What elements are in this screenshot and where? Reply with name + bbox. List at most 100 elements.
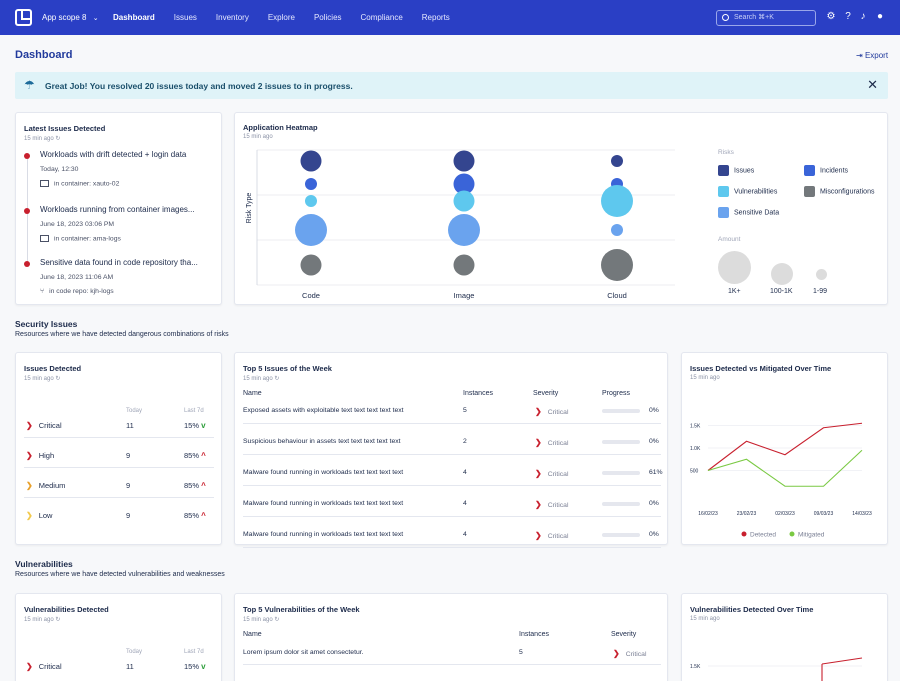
amount-label: Amount xyxy=(718,236,741,243)
nav-issues[interactable]: Issues xyxy=(173,13,197,22)
col-today: Today xyxy=(126,408,143,414)
timeline-line xyxy=(27,159,28,209)
section-subtitle-vulnerabilities: Resources where we have detected vulnera… xyxy=(15,571,225,578)
issue-date: June 18, 2023 03:06 PM xyxy=(40,221,115,228)
legend-dot-mitigated xyxy=(789,531,795,537)
vulnerabilities-icon xyxy=(718,186,729,197)
heatmap-bubble[interactable] xyxy=(611,224,623,236)
progress-bar xyxy=(602,440,640,444)
legend-issues[interactable]: Issues xyxy=(718,165,754,176)
severity-chevron-icon: ❯ xyxy=(26,451,33,460)
divider xyxy=(243,664,661,665)
export-button[interactable]: ⇥ Export xyxy=(856,51,888,60)
help-icon[interactable]: ? xyxy=(845,11,851,22)
search-input[interactable]: Search ⌘+K xyxy=(716,10,816,26)
heatmap-bubble[interactable] xyxy=(611,155,623,167)
severity-label: ❯ Critical xyxy=(26,662,62,671)
col-last7d: Last 7d xyxy=(184,649,204,655)
updated-ago: 15 min ago ↻ xyxy=(24,376,61,382)
heatmap-bubble[interactable] xyxy=(601,185,633,217)
heatmap-bubble[interactable] xyxy=(305,195,317,207)
detected-vs-mitigated-card: Issues Detected vs Mitigated Over Time 1… xyxy=(681,352,888,545)
user-icon[interactable]: ● xyxy=(876,11,884,22)
issue-name[interactable]: Exposed assets with exploitable text tex… xyxy=(243,407,404,414)
severity-chevron-icon: ❯ xyxy=(535,407,542,416)
nav-explore[interactable]: Explore xyxy=(267,13,295,22)
bell-icon[interactable]: ♪ xyxy=(860,11,866,22)
legend-misconfigurations[interactable]: Misconfigurations xyxy=(804,186,874,197)
code-branch-icon: ⑂ xyxy=(40,288,45,295)
severity-last7d: 85% ^ xyxy=(184,451,206,460)
vuln-instances: 5 xyxy=(519,649,523,656)
heatmap-bubble[interactable] xyxy=(453,190,475,212)
page-title: Dashboard xyxy=(15,49,73,61)
detected-vs-mitigated-chart: 1.5K 1.0K 500 16/02/23 23/02/23 02/03/23 09/03… xyxy=(690,422,872,539)
issue-name[interactable]: Malware found running in workloads text … xyxy=(243,469,404,476)
series-line xyxy=(821,657,863,665)
issue-name[interactable]: Suspicious behaviour in assets text text… xyxy=(243,438,401,445)
vulns-over-time-card: Vulnerabilities Detected Over Time 15 mi… xyxy=(681,593,888,681)
vulns-detected-card: Vulnerabilities Detected 15 min ago ↻ To… xyxy=(15,593,222,681)
issue-date: June 18, 2023 11:06 AM xyxy=(40,274,114,281)
severity-today-count: 9 xyxy=(126,451,131,460)
issue-name[interactable]: Malware found running in workloads text … xyxy=(243,500,404,507)
refresh-icon: ↻ xyxy=(274,617,280,623)
severity-today-count: 9 xyxy=(126,481,131,490)
x-tick-label: 02/03/23 xyxy=(775,511,795,517)
severity-chevron-icon: ❯ xyxy=(535,531,542,540)
scope-selector[interactable]: App scope 8 ⌄ xyxy=(42,13,99,22)
progress-value: 61% xyxy=(649,469,663,476)
refresh-icon: ↻ xyxy=(55,136,61,142)
progress-value: 0% xyxy=(649,500,659,507)
card-title: Issues Detected xyxy=(24,364,82,373)
heatmap-bubble[interactable] xyxy=(300,150,322,172)
timeline-line xyxy=(27,213,28,263)
y-tick-label: 1.0K xyxy=(690,446,701,452)
app-logo-icon[interactable] xyxy=(15,9,32,26)
legend-label: Detected xyxy=(750,532,776,539)
vuln-name[interactable]: Lorem ipsum dolor sit amet consectetur. xyxy=(243,649,364,656)
chevron-down-icon: ⌄ xyxy=(92,15,99,22)
issue-context: in container: ama-logs xyxy=(40,235,121,242)
container-icon xyxy=(40,235,49,242)
severity-last7d: 85% ^ xyxy=(184,511,206,520)
heatmap-bubble[interactable] xyxy=(453,254,475,276)
severity-chevron-icon: ❯ xyxy=(613,649,620,658)
heatmap-bubble[interactable] xyxy=(453,173,475,195)
severity-today-count: 9 xyxy=(126,511,131,520)
updated-ago: 15 min ago ↻ xyxy=(243,376,280,382)
export-icon: ⇥ xyxy=(856,51,865,60)
legend-incidents[interactable]: Incidents xyxy=(804,165,848,176)
severity-chevron-icon: ❯ xyxy=(535,438,542,447)
issue-title: Workloads with drift detected + login da… xyxy=(40,150,187,159)
section-subtitle-security: Resources where we have detected dangero… xyxy=(15,331,229,338)
success-banner: ☂ Great Job! You resolved 20 issues toda… xyxy=(15,72,888,99)
close-icon[interactable]: ✕ xyxy=(867,77,878,92)
updated-ago: 15 min ago ↻ xyxy=(243,617,280,623)
severity-label: ❯ Low xyxy=(26,511,53,520)
heatmap-bubble[interactable] xyxy=(453,150,475,172)
legend-sensitive-data[interactable]: Sensitive Data xyxy=(718,207,779,218)
trend-down-icon: v xyxy=(201,421,206,430)
heatmap-bubble[interactable] xyxy=(601,249,633,281)
progress-bar xyxy=(602,409,640,413)
nav-compliance[interactable]: Compliance xyxy=(360,13,403,22)
severity-chevron-icon: ❯ xyxy=(26,511,33,520)
nav-inventory[interactable]: Inventory xyxy=(215,13,249,22)
heatmap-bubble[interactable] xyxy=(295,214,327,246)
card-title: Application Heatmap xyxy=(243,123,318,132)
nav-policies[interactable]: Policies xyxy=(313,13,342,22)
heatmap-bubble[interactable] xyxy=(305,178,317,190)
nav-reports[interactable]: Reports xyxy=(421,13,450,22)
gear-icon[interactable]: ⚙ xyxy=(826,11,836,22)
top-nav-bar: App scope 8 ⌄ Dashboard Issues Inventory… xyxy=(0,0,900,35)
heatmap-column-label: Image xyxy=(454,291,475,300)
updated-ago: 15 min ago xyxy=(690,375,720,381)
issue-name[interactable]: Malware found running in workloads text … xyxy=(243,531,404,538)
card-title: Latest Issues Detected xyxy=(24,124,106,133)
nav-dashboard[interactable]: Dashboard xyxy=(113,13,155,22)
heatmap-bubble[interactable] xyxy=(448,214,480,246)
legend-vulnerabilities[interactable]: Vulnerabilities xyxy=(718,186,777,197)
heatmap-bubble[interactable] xyxy=(300,254,322,276)
progress-bar xyxy=(602,533,640,537)
